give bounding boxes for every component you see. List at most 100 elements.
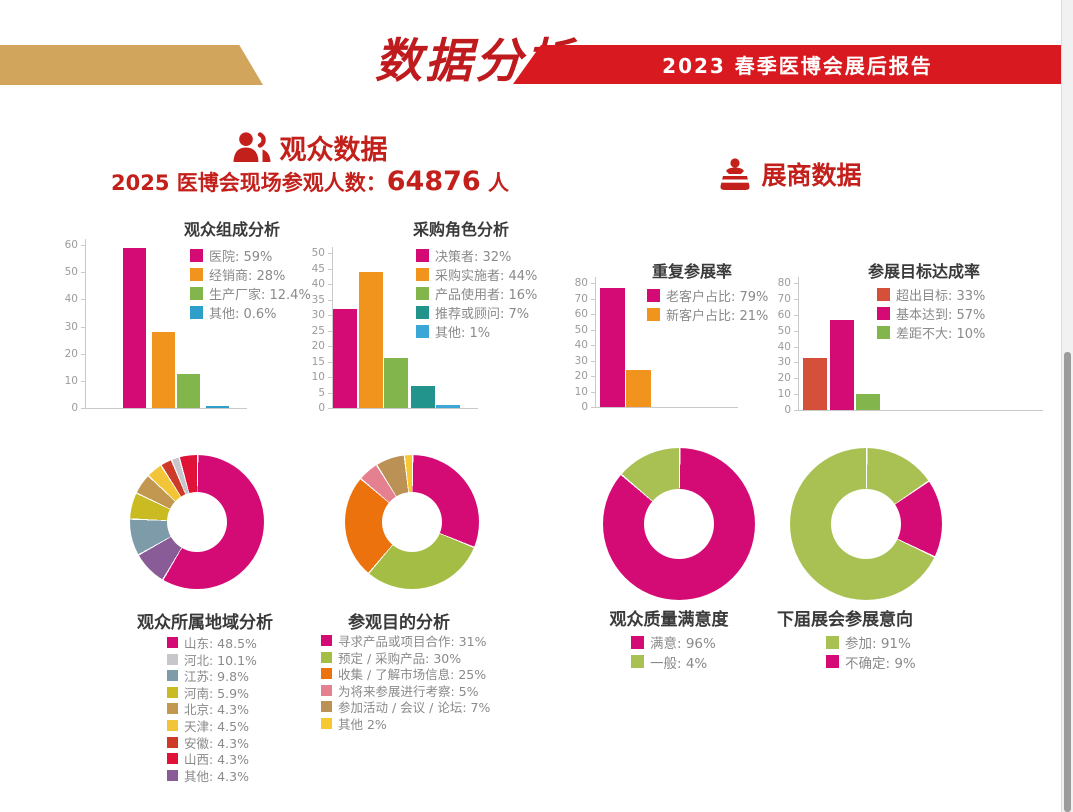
audience-section-label: 观众数据: [279, 134, 388, 166]
legend-label: 其他: 0.6%: [209, 307, 277, 322]
legend-label: 其他: 1%: [435, 326, 491, 341]
y-axis-line: [332, 247, 333, 408]
legend-label: 参加: 91%: [845, 636, 911, 652]
chart-title: 观众组成分析: [183, 220, 280, 239]
legend-item: 其他 2%: [321, 714, 387, 733]
axis-tick: [81, 299, 85, 301]
legend-item: 河南: 5.9%: [167, 683, 249, 702]
legend-item: 预定 / 采购产品: 30%: [321, 648, 461, 667]
axis-tick: [328, 330, 332, 332]
legend-item: 其他: 4.3%: [167, 766, 249, 785]
legend-swatch: [321, 718, 332, 729]
legend-label: 安徽: 4.3%: [184, 735, 249, 751]
axis-tick: [591, 345, 595, 346]
legend-item: 江苏: 9.8%: [167, 666, 249, 685]
scrollbar-thumb[interactable]: [1064, 352, 1071, 812]
axis-tick-label: 40: [311, 278, 325, 290]
legend-item: 生产厂家: 12.4%: [190, 284, 311, 303]
y-axis-line: [798, 277, 799, 410]
axis-tick: [328, 361, 332, 363]
exhibitor-section-label: 展商数据: [761, 161, 862, 190]
legend-item: 寻求产品或项目合作: 31%: [321, 631, 486, 650]
axis-tick-label: 20: [574, 370, 588, 382]
axis-tick: [328, 284, 332, 285]
legend-item: 天津: 4.5%: [167, 716, 249, 735]
axis-tick: [591, 391, 595, 393]
legend-swatch: [321, 635, 332, 646]
axis-tick-label: 70: [574, 292, 588, 305]
legend-label: 满意: 96%: [650, 636, 716, 652]
donut-title: 下届展会参展意向: [777, 610, 913, 630]
axis-tick-label: 50: [64, 266, 78, 279]
legend-item: 经销商: 28%: [190, 265, 285, 284]
legend-item: 决策者: 32%: [416, 246, 511, 265]
legend-label: 不确定: 9%: [845, 655, 916, 672]
x-axis-line: [798, 410, 1043, 411]
legend-label: 山西: 4.3%: [184, 752, 249, 768]
axis-tick: [81, 326, 85, 328]
legend-label: 经销商: 28%: [209, 269, 286, 284]
legend-swatch: [416, 287, 429, 300]
legend-item: 山西: 4.3%: [167, 749, 249, 768]
axis-tick: [591, 298, 595, 300]
donut-hole: [644, 489, 714, 559]
legend-swatch: [877, 307, 890, 320]
legend-label: 差距不大: 10%: [896, 327, 986, 342]
legend-label: 老客户占比: 79%: [666, 290, 769, 305]
legend-item: 满意: 96%: [631, 632, 716, 652]
axis-tick: [794, 410, 798, 411]
legend-item: 采购实施者: 44%: [416, 265, 537, 284]
y-axis-line: [85, 239, 86, 408]
legend-swatch: [167, 736, 178, 748]
legend-swatch: [167, 670, 178, 682]
chart-repeat-exhibit-rate: 重复参展率 0 10 20 30 40 50 60 70 80 老客户占比: 79% 新客户占比: …: [575, 250, 816, 425]
bar-生产厂家: [177, 374, 200, 408]
legend-swatch: [826, 635, 839, 649]
axis-tick-label: 60: [64, 239, 78, 251]
donut-hole: [831, 489, 901, 559]
donut-hole: [167, 492, 227, 552]
legend-swatch: [190, 287, 203, 300]
axis-tick: [794, 330, 798, 332]
legend-item: 超出目标: 33%: [877, 285, 985, 304]
legend-item: 新客户占比: 21%: [647, 305, 768, 324]
legend-swatch: [321, 651, 332, 663]
axis-tick: [328, 299, 332, 301]
axis-tick: [328, 315, 332, 316]
scrollbar-track[interactable]: [1061, 0, 1073, 812]
axis-tick-label: 10: [574, 385, 588, 398]
legend-item: 参加活动 / 会议 / 论坛: 7%: [321, 697, 490, 716]
visitor-count-line: 2025 医博会现场参观人数：64876 人: [110, 166, 510, 197]
legend-swatch: [190, 268, 203, 281]
legend-item: 收集 / 了解市场信息: 25%: [321, 664, 486, 683]
bar-产品使用者: [384, 358, 408, 408]
donut-visit-purpose: 参观目的分析 寻求产品或项目合作: 31% 预定 / 采购产品: 30% 收集 / …: [300, 445, 532, 757]
gold-ribbon: [0, 45, 263, 85]
legend-swatch: [321, 684, 332, 696]
axis-tick-label: 60: [574, 308, 588, 320]
axis-tick-label: 50: [311, 247, 325, 259]
axis-tick-label: 0: [581, 401, 588, 413]
axis-tick: [81, 272, 85, 274]
x-axis-line: [332, 408, 478, 409]
legend-swatch: [416, 306, 429, 319]
axis-tick: [328, 268, 332, 270]
axis-tick-label: 20: [777, 372, 791, 385]
bar-经销商: [152, 331, 175, 408]
legend-item: 为将来参展进行考察: 5%: [321, 681, 479, 700]
axis-tick: [591, 376, 595, 377]
legend-swatch: [167, 753, 178, 765]
legend-item: 安徽: 4.3%: [167, 733, 249, 752]
chart-audience-composition: 观众组成分析 0 10 20 30 40 50 60 医院: 59% 经销商: 28% 生产厂家:…: [60, 210, 352, 425]
legend-label: 超出目标: 33%: [896, 289, 986, 304]
legend-item: 其他: 0.6%: [190, 303, 277, 322]
bar-其他: [206, 406, 229, 408]
legend-swatch: [647, 308, 660, 321]
legend-swatch: [167, 720, 178, 731]
legend-item: 推荐或顾问: 7%: [416, 303, 529, 322]
axis-tick: [591, 360, 595, 362]
axis-tick-label: 5: [318, 386, 325, 399]
y-axis-line: [595, 277, 596, 407]
legend-item: 老客户占比: 79%: [647, 286, 768, 305]
legend-label: 决策者: 32%: [435, 250, 512, 265]
